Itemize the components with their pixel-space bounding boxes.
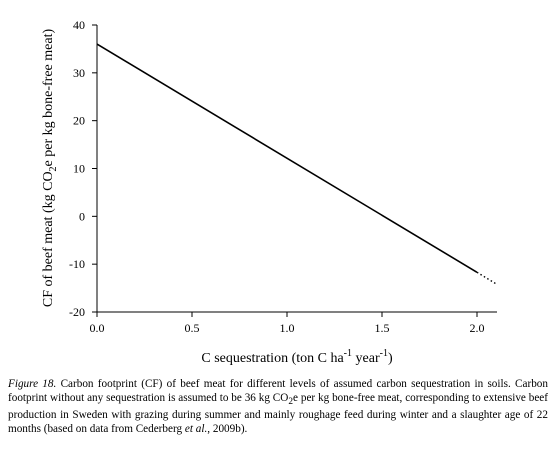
figure-caption: Figure 18. Carbon footprint (CF) of beef… bbox=[8, 378, 548, 437]
caption-co2-sub: 2 bbox=[288, 396, 294, 407]
y-tick-label: 40 bbox=[73, 18, 85, 32]
caption-text-2: e per kg bone-free meat, corresponding t… bbox=[8, 391, 548, 436]
x-tick-label: 2.0 bbox=[470, 321, 485, 335]
series-line bbox=[96, 43, 478, 273]
y-tick-label: 10 bbox=[73, 162, 85, 176]
x-tick-label: 1.5 bbox=[375, 321, 390, 335]
y-tick-label: -10 bbox=[69, 257, 85, 271]
x-tick-label: 0.0 bbox=[90, 321, 105, 335]
series-line-extrapolated bbox=[476, 271, 497, 285]
caption-text-1: Carbon footprint (CF) of beef meat for d… bbox=[8, 378, 548, 404]
caption-etal: et al. bbox=[184, 423, 208, 436]
y-tick-label: 0 bbox=[79, 209, 85, 223]
y-tick-label: 30 bbox=[73, 66, 85, 80]
y-axis-title: CF of beef meat (kg CO2e per kg bone-fre… bbox=[41, 29, 59, 308]
x-tick-label: 0.5 bbox=[185, 321, 200, 335]
caption-text-3: , 2009b). bbox=[207, 423, 248, 436]
chart: 40 30 20 10 0 -10 -20 0.0 0.5 1.0 1.5 2.0 C sequest… bbox=[41, 18, 497, 366]
x-tick-label: 1.0 bbox=[280, 321, 295, 335]
x-axis-title: C sequestration (ton C ha-1 year-1) bbox=[201, 348, 393, 366]
plot-area: 40 30 20 10 0 -10 -20 0.0 0.5 1.0 1.5 2.0 bbox=[69, 18, 497, 335]
figure-label: Figure 18. bbox=[8, 378, 57, 390]
y-tick-label: 20 bbox=[73, 114, 85, 128]
y-tick-label: -20 bbox=[69, 305, 85, 319]
